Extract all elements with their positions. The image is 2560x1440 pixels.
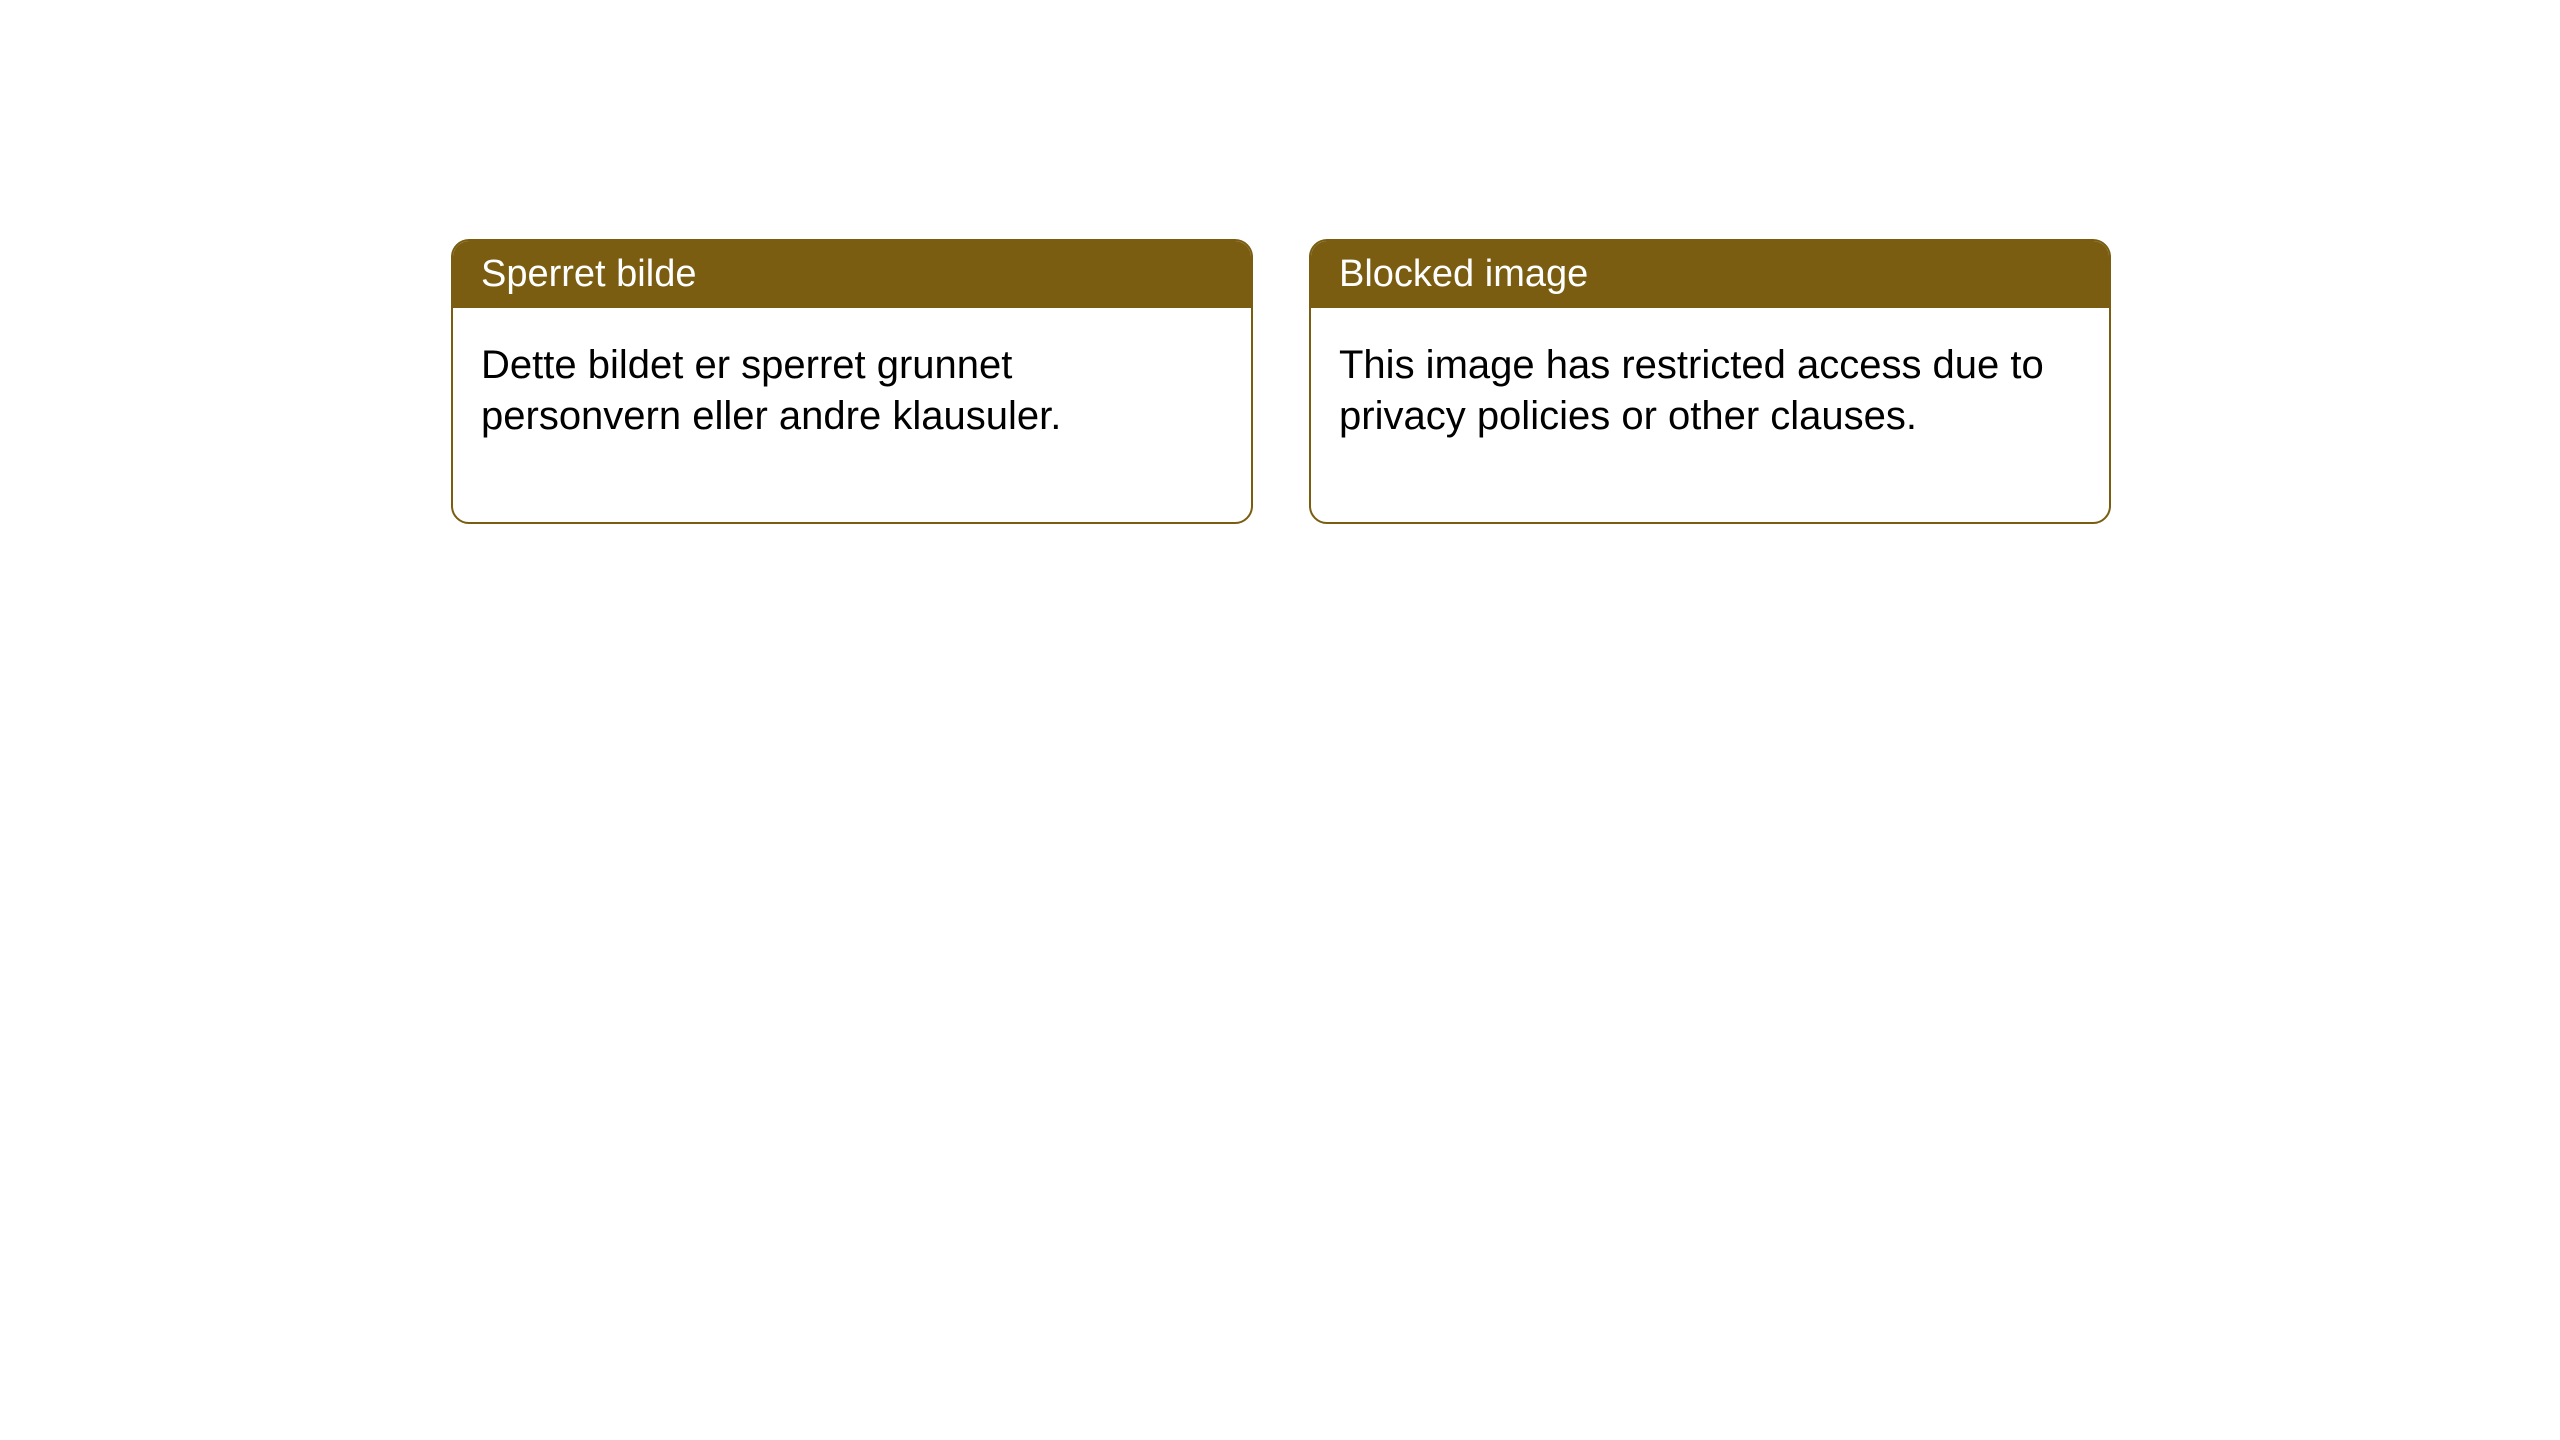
card-body-text: This image has restricted access due to … [1339,343,2044,438]
card-body: Dette bildet er sperret grunnet personve… [453,308,1251,522]
card-body-text: Dette bildet er sperret grunnet personve… [481,343,1061,438]
card-header: Sperret bilde [453,241,1251,308]
notice-container: Sperret bilde Dette bildet er sperret gr… [451,239,2111,524]
blocked-image-card-en: Blocked image This image has restricted … [1309,239,2111,524]
card-title: Blocked image [1339,253,1588,295]
blocked-image-card-no: Sperret bilde Dette bildet er sperret gr… [451,239,1253,524]
card-header: Blocked image [1311,241,2109,308]
card-body: This image has restricted access due to … [1311,308,2109,522]
card-title: Sperret bilde [481,253,696,295]
